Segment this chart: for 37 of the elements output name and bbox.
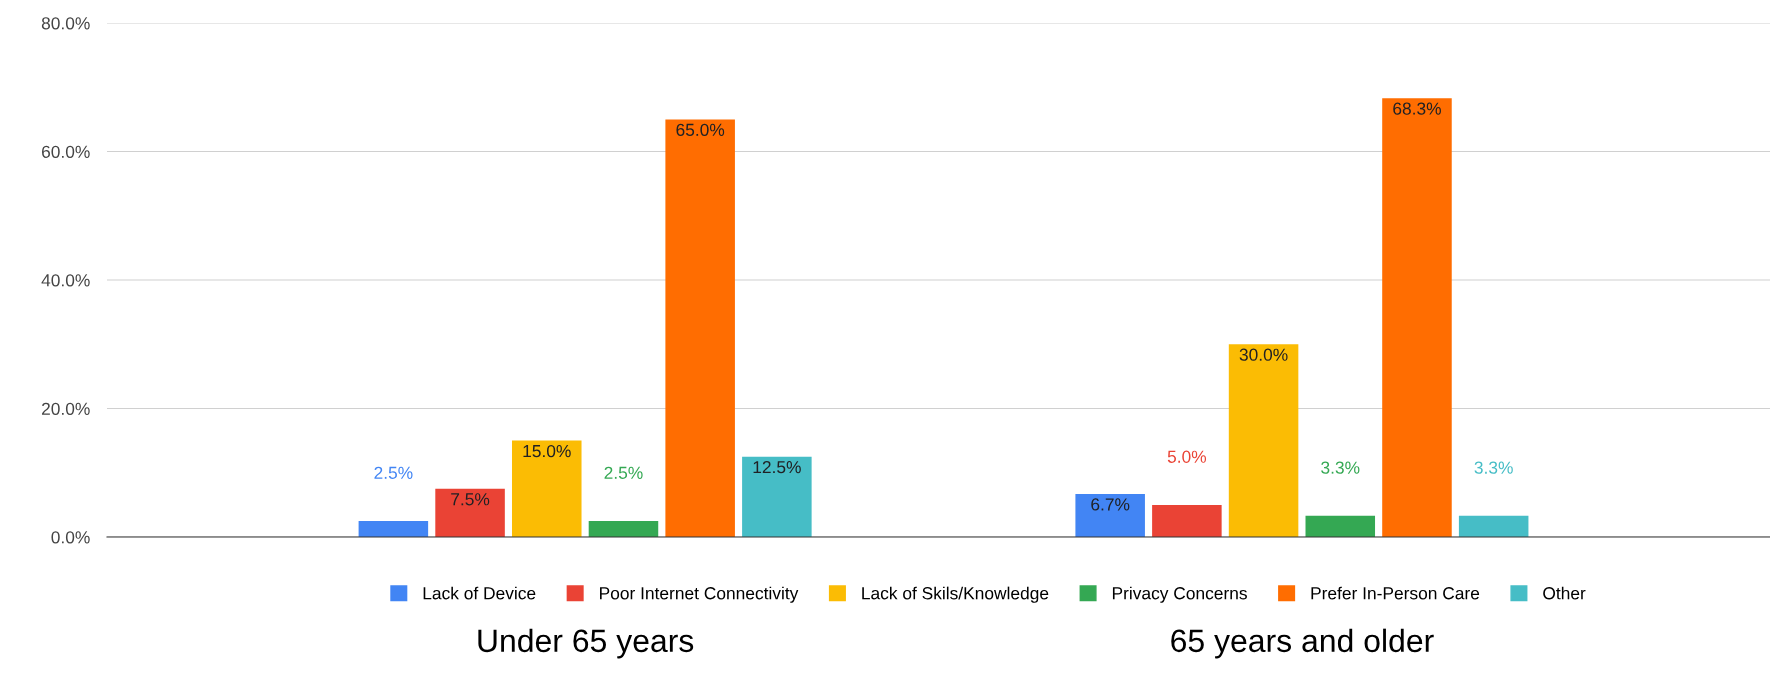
data-label: 12.5% bbox=[753, 461, 801, 474]
bar bbox=[435, 488, 505, 537]
bar bbox=[358, 520, 429, 537]
legend-label: Prefer In-Person Care bbox=[1311, 586, 1480, 600]
bar bbox=[665, 119, 735, 537]
bar bbox=[742, 456, 812, 537]
y-tick-label: 20.0% bbox=[41, 402, 90, 415]
data-label: 5.0% bbox=[1167, 450, 1207, 463]
data-label: 65.0% bbox=[676, 123, 725, 136]
legend-label: Poor Internet Connectivity bbox=[600, 586, 799, 603]
data-label: 3.3% bbox=[1321, 461, 1360, 474]
bar bbox=[1152, 504, 1222, 537]
y-tick-label: 60.0% bbox=[41, 145, 90, 158]
data-label: 2.5% bbox=[604, 466, 643, 479]
x-tick-label: Under 65 years bbox=[478, 628, 694, 659]
bar bbox=[1075, 493, 1145, 537]
data-label: 3.3% bbox=[1474, 461, 1513, 474]
x-tick-label: 65 years and older bbox=[1171, 628, 1434, 659]
bar bbox=[588, 520, 659, 537]
data-label: 15.0% bbox=[523, 444, 571, 458]
data-label: 68.3% bbox=[1393, 102, 1441, 115]
bar bbox=[1382, 98, 1452, 537]
y-tick-label: 40.0% bbox=[41, 274, 90, 287]
y-tick-label: 0.0% bbox=[51, 531, 90, 544]
data-label: 6.7% bbox=[1091, 498, 1130, 511]
legend-label: Lack of Device bbox=[423, 586, 536, 600]
bar bbox=[1305, 515, 1376, 537]
legend-label: Other bbox=[1543, 586, 1586, 600]
bar bbox=[1228, 344, 1299, 537]
legend-label: Lack of Skils/Knowledge bbox=[862, 586, 1049, 603]
legend-label: Privacy Concerns bbox=[1112, 586, 1247, 603]
data-label: 7.5% bbox=[451, 493, 490, 506]
y-tick-label: 80.0% bbox=[41, 17, 90, 30]
data-label: 30.0% bbox=[1239, 348, 1288, 361]
bar bbox=[512, 440, 582, 537]
bar bbox=[1458, 515, 1529, 537]
data-label: 2.5% bbox=[374, 466, 413, 479]
